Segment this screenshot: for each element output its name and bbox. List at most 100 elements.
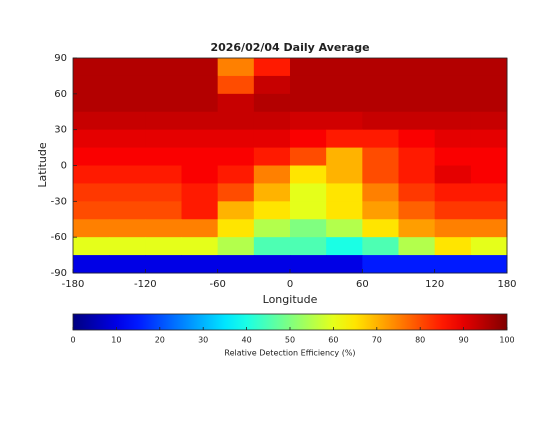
- heat-cell: [398, 147, 436, 166]
- heat-cell: [109, 129, 146, 149]
- heat-cell: [362, 58, 399, 77]
- colorbar-tick-label: 20: [155, 336, 165, 345]
- heat-cell: [362, 93, 399, 113]
- heat-cell: [434, 237, 472, 256]
- colorbar-tick-label: 100: [499, 336, 514, 345]
- heat-cell: [290, 165, 327, 184]
- heat-cell: [434, 219, 472, 238]
- heat-cell: [470, 93, 508, 113]
- heat-cell: [326, 75, 363, 95]
- heat-cell: [145, 183, 182, 202]
- heat-cell: [470, 183, 508, 202]
- heat-cell: [109, 237, 146, 256]
- heat-cell: [217, 183, 255, 202]
- heat-cell: [181, 201, 219, 220]
- heat-cell: [398, 111, 436, 131]
- heat-cell: [217, 237, 255, 256]
- heat-cell: [181, 93, 219, 113]
- heat-cell: [434, 147, 472, 166]
- heat-cell: [109, 111, 146, 131]
- heat-cell: [145, 58, 182, 77]
- heat-cell: [326, 111, 363, 131]
- heat-cell: [253, 58, 291, 77]
- heat-cell: [470, 255, 508, 274]
- heat-cell: [326, 93, 363, 113]
- heat-cell: [181, 75, 219, 95]
- y-tick-label: 60: [54, 89, 67, 100]
- heat-cell: [362, 219, 399, 238]
- heat-cell: [253, 237, 291, 256]
- heat-cell: [470, 58, 508, 77]
- heat-cell: [253, 75, 291, 95]
- heat-cell: [109, 201, 146, 220]
- heat-cell: [290, 75, 327, 95]
- heat-cell: [109, 165, 146, 184]
- heat-cell: [326, 183, 363, 202]
- heat-cell: [253, 129, 291, 149]
- x-tick-label: 0: [287, 279, 293, 290]
- heat-cell: [290, 111, 327, 131]
- heat-cell: [290, 201, 327, 220]
- colorbar-tick-label: 30: [198, 336, 208, 345]
- heat-cell: [434, 75, 472, 95]
- heat-cell: [398, 183, 436, 202]
- heat-cell: [181, 237, 219, 256]
- heat-cell: [362, 255, 399, 274]
- heat-cell: [362, 129, 399, 149]
- heat-cell: [398, 219, 436, 238]
- heat-cell: [109, 219, 146, 238]
- heat-cell: [145, 255, 182, 274]
- heat-cell: [181, 255, 219, 274]
- chart-title: 2026/02/04 Daily Average: [210, 41, 369, 54]
- heat-cell: [253, 111, 291, 131]
- heat-cell: [290, 58, 327, 77]
- heat-cell: [145, 129, 182, 149]
- heat-cell: [145, 219, 182, 238]
- heat-cell: [145, 93, 182, 113]
- heat-cell: [253, 255, 291, 274]
- y-tick-label: 0: [61, 161, 67, 172]
- heat-cell: [362, 111, 399, 131]
- heat-cell: [362, 75, 399, 95]
- heat-cell: [145, 237, 182, 256]
- x-tick-label: 120: [425, 279, 444, 290]
- heat-cell: [398, 237, 436, 256]
- heat-cell: [253, 165, 291, 184]
- y-tick-label: 30: [54, 125, 67, 136]
- heat-cell: [290, 93, 327, 113]
- heat-cell: [217, 165, 255, 184]
- heat-cell: [145, 147, 182, 166]
- heat-cell: [470, 201, 508, 220]
- heat-cell: [398, 58, 436, 77]
- heat-cell: [398, 165, 436, 184]
- heat-cell: [109, 183, 146, 202]
- colorbar-tick-label: 0: [70, 336, 75, 345]
- heat-cell: [326, 255, 363, 274]
- heat-cell: [434, 255, 472, 274]
- heat-cell: [434, 165, 472, 184]
- heat-cell: [73, 129, 110, 149]
- heat-cell: [326, 219, 363, 238]
- x-tick-label: -60: [209, 279, 225, 290]
- heat-cell: [109, 255, 146, 274]
- heat-cell: [253, 183, 291, 202]
- heat-cell: [434, 183, 472, 202]
- y-tick-label: -90: [51, 268, 67, 279]
- heat-cell: [470, 237, 508, 256]
- heat-cell: [109, 147, 146, 166]
- heat-cell: [398, 129, 436, 149]
- heat-cell: [434, 111, 472, 131]
- heat-cell: [470, 165, 508, 184]
- heat-cell: [290, 219, 327, 238]
- heat-cell: [181, 219, 219, 238]
- heat-cell: [362, 147, 399, 166]
- heat-cell: [145, 165, 182, 184]
- colorbar-tick-label: 70: [372, 336, 382, 345]
- heat-cell: [217, 58, 255, 77]
- heat-cell: [290, 147, 327, 166]
- y-axis-label: Latitude: [36, 142, 49, 188]
- heat-cell: [362, 165, 399, 184]
- heat-cell: [73, 219, 110, 238]
- x-tick-label: 60: [356, 279, 369, 290]
